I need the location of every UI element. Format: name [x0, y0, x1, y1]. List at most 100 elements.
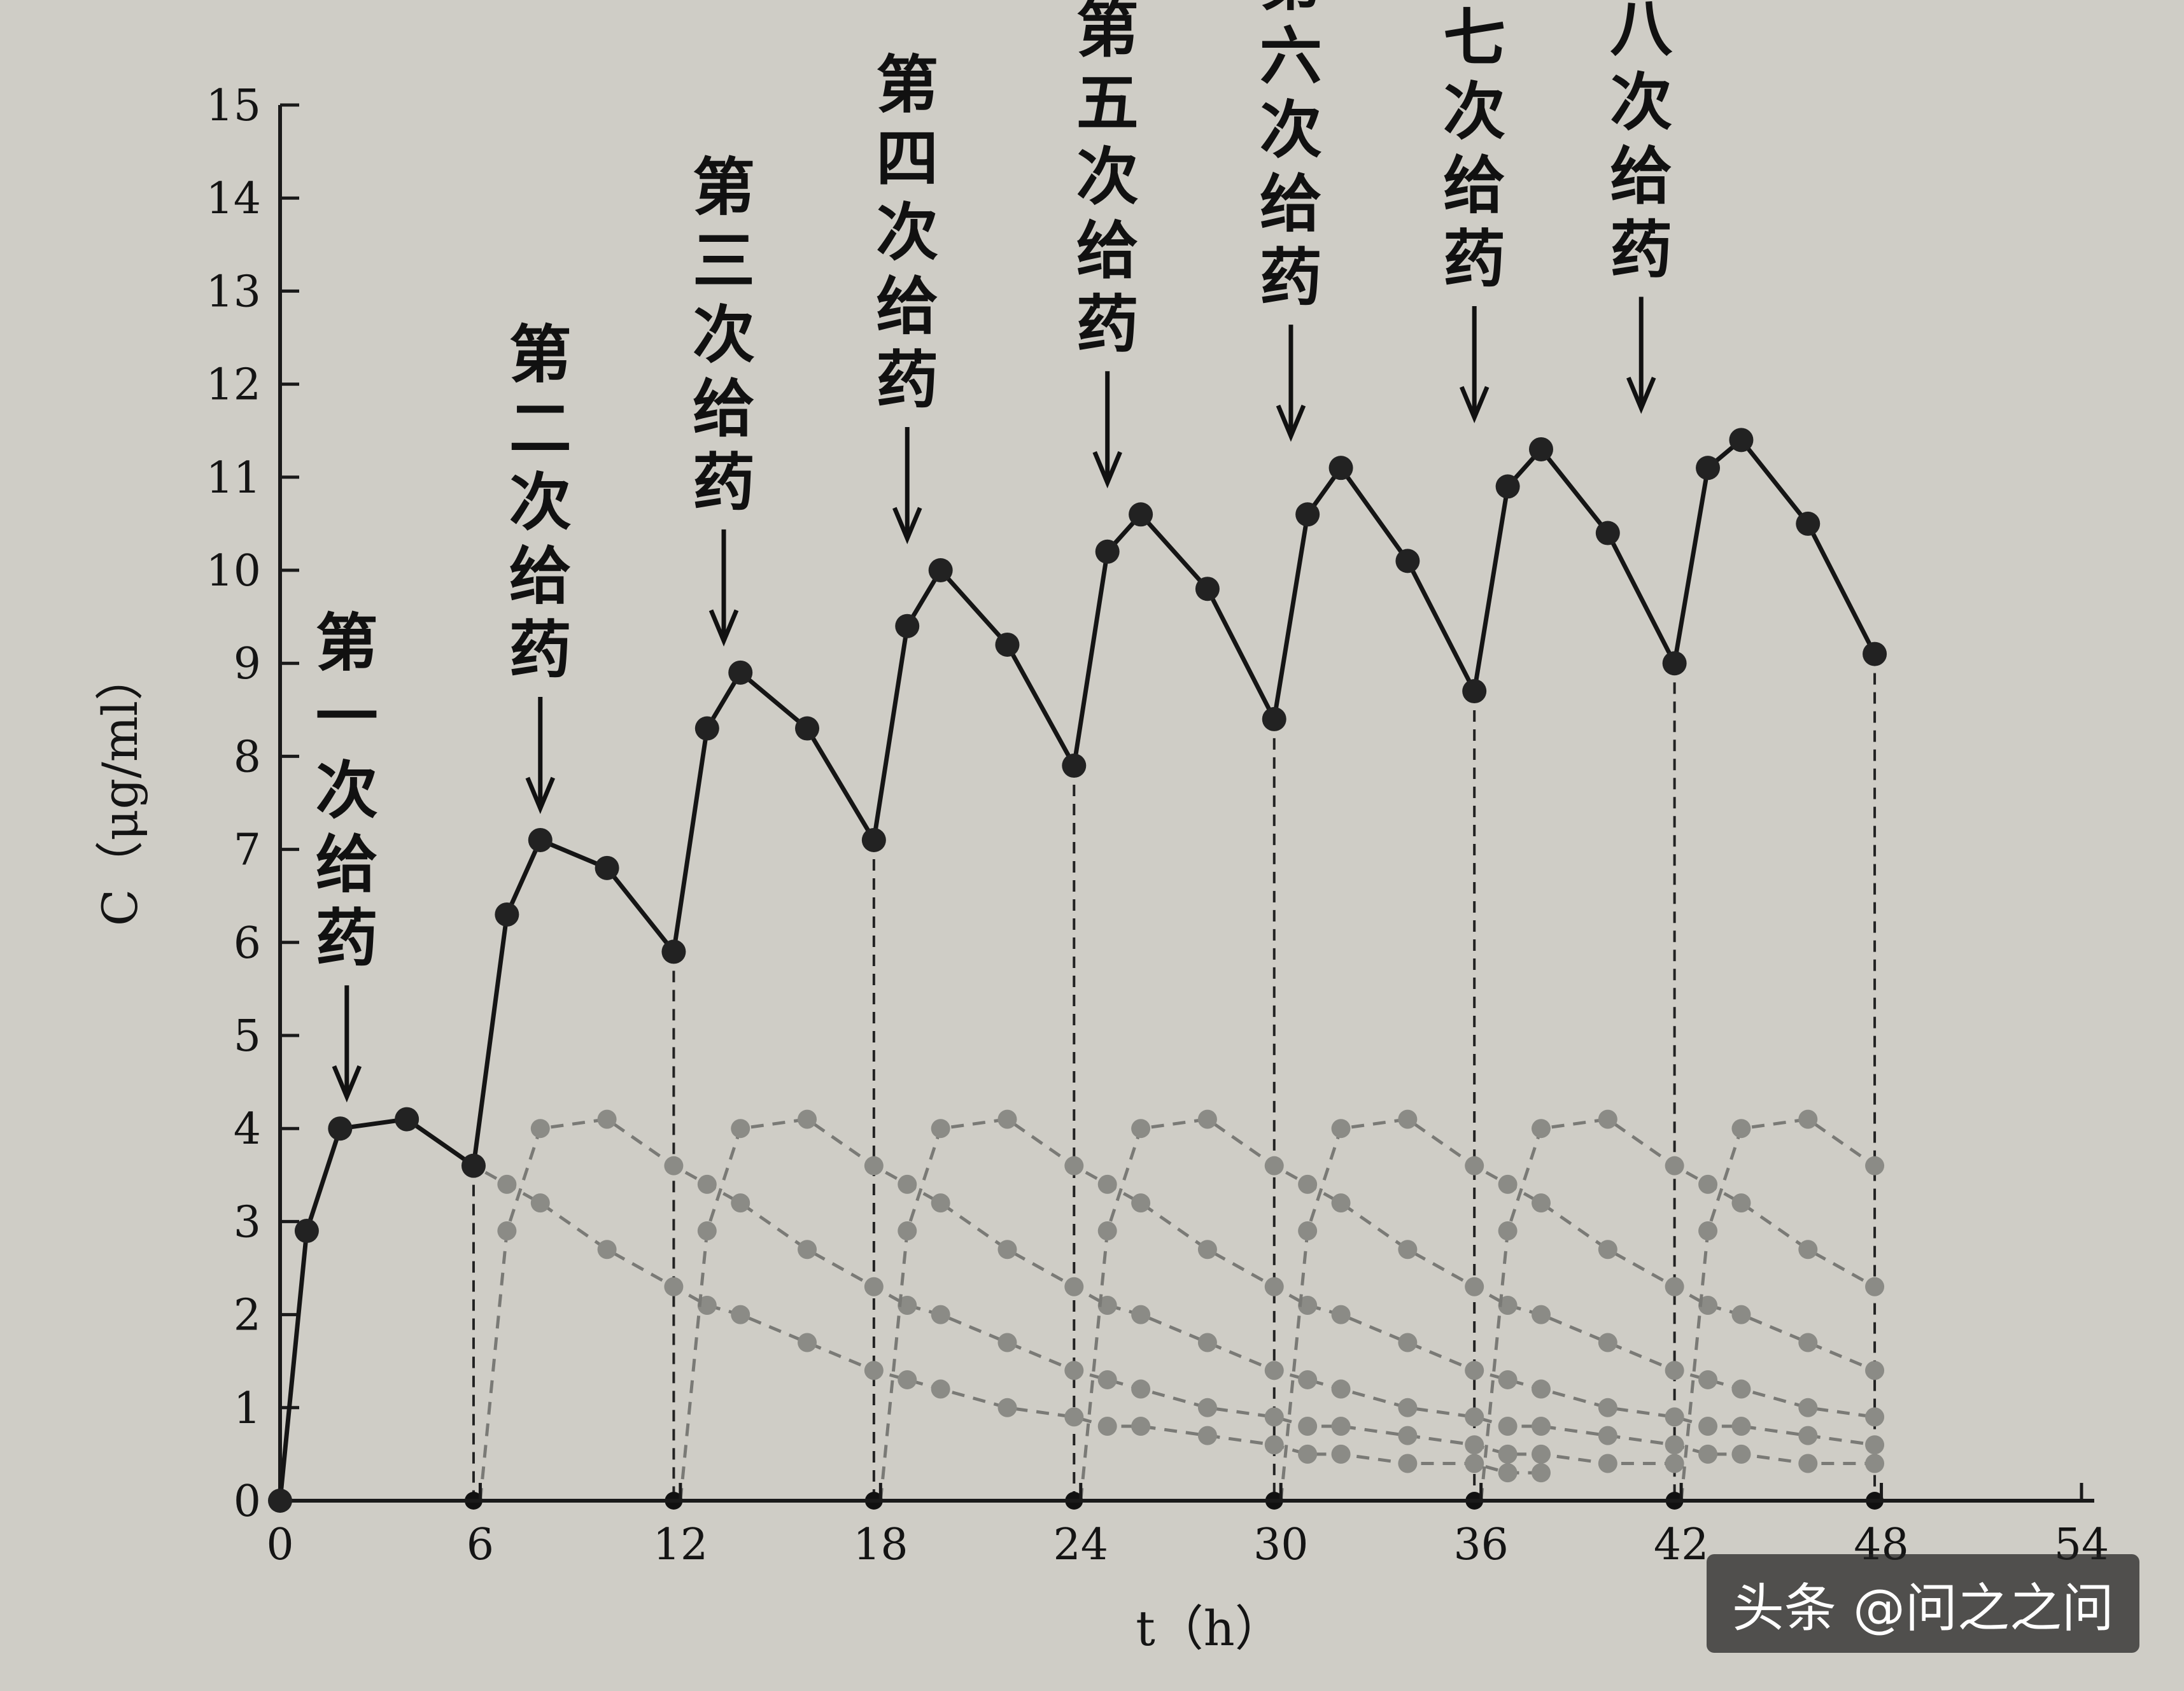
- single-dose-point: [1665, 1277, 1684, 1296]
- single-dose-point: [864, 1277, 884, 1296]
- y-tick-label: 1: [234, 1384, 261, 1434]
- single-dose-curve: [1279, 1117, 1876, 1501]
- annotation-char: 给: [1260, 168, 1322, 241]
- annotation-char: 药: [316, 902, 378, 975]
- single-dose-point: [1665, 1435, 1684, 1455]
- single-dose-point: [1698, 1174, 1718, 1194]
- accumulation-point: [995, 632, 1020, 657]
- y-tick-label: 3: [234, 1197, 261, 1247]
- annotation-arrow-head: [1276, 404, 1306, 442]
- single-dose-point: [1498, 1174, 1518, 1194]
- accumulation-point: [1595, 521, 1620, 545]
- annotation-char: 给: [316, 829, 378, 901]
- single-dose-point: [898, 1370, 917, 1389]
- single-dose-point: [1131, 1193, 1151, 1213]
- single-dose-point: [1498, 1417, 1518, 1436]
- single-dose-curves-layer: [278, 1109, 1885, 1501]
- single-dose-point: [1131, 1119, 1151, 1139]
- annotation-arrow-head: [1626, 376, 1656, 414]
- single-dose-point: [1264, 1361, 1284, 1380]
- single-dose-point: [864, 1156, 884, 1175]
- single-dose-point: [1798, 1398, 1818, 1417]
- single-dose-point: [1698, 1295, 1718, 1315]
- annotation-char: 一: [316, 681, 378, 754]
- single-dose-point: [1331, 1193, 1351, 1213]
- accumulation-point: [1328, 456, 1353, 481]
- x-axis-title: t（h）: [1136, 1600, 1283, 1657]
- accumulation-point: [895, 614, 920, 638]
- annotation-char: 次: [876, 197, 938, 269]
- annotation-char: 药: [693, 447, 755, 519]
- y-tick-label: 6: [234, 918, 261, 969]
- single-dose-point: [931, 1379, 950, 1399]
- annotation-arrow-head: [708, 609, 739, 647]
- annotation-char: 给: [509, 540, 572, 613]
- y-tick-label: 0: [234, 1477, 261, 1527]
- y-tick-label: 2: [234, 1291, 261, 1341]
- annotation-char: 六: [1260, 20, 1322, 93]
- accumulation-point: [328, 1116, 353, 1141]
- annotation-char: 第: [1443, 0, 1505, 1]
- annotation-char: 次: [693, 299, 755, 372]
- annotation-char: 八: [1610, 0, 1673, 65]
- single-dose-point: [1798, 1333, 1818, 1352]
- annotation-char: 次: [1076, 141, 1139, 213]
- single-dose-point: [1264, 1156, 1284, 1175]
- single-dose-point: [1398, 1333, 1418, 1352]
- single-dose-point: [1798, 1109, 1818, 1129]
- annotation-arrow-head: [332, 1065, 362, 1103]
- single-dose-point: [697, 1221, 717, 1241]
- single-dose-point: [1097, 1417, 1117, 1436]
- single-dose-point: [997, 1240, 1017, 1259]
- accumulation-point: [795, 716, 820, 741]
- annotation-char: 次: [1260, 94, 1322, 167]
- single-dose-point: [1865, 1156, 1885, 1175]
- accumulation-point: [1696, 456, 1721, 481]
- accumulation-point: [461, 1153, 486, 1178]
- annotation-char: 次: [316, 755, 378, 827]
- single-dose-point: [1532, 1305, 1551, 1324]
- annotation-char: 第: [1260, 0, 1322, 19]
- single-dose-point: [1665, 1407, 1684, 1427]
- y-tick-label: 13: [206, 267, 261, 317]
- single-dose-point: [1698, 1221, 1718, 1241]
- single-dose-point: [1731, 1193, 1751, 1213]
- accumulation-point: [1495, 474, 1520, 499]
- single-dose-point: [1498, 1295, 1518, 1315]
- single-dose-point: [931, 1119, 950, 1139]
- annotation-char: 药: [876, 344, 938, 417]
- accumulation-point: [268, 1489, 292, 1513]
- single-dose-point: [898, 1174, 917, 1194]
- x-tick-label: 18: [853, 1520, 908, 1570]
- single-dose-point: [1865, 1277, 1885, 1296]
- single-dose-point: [798, 1109, 817, 1129]
- accumulation-point: [694, 716, 719, 741]
- annotation-char: 给: [1610, 140, 1672, 213]
- single-dose-point: [1398, 1398, 1418, 1417]
- annotation-arrow-head: [1459, 386, 1490, 424]
- single-dose-point: [731, 1119, 750, 1139]
- single-dose-point: [1264, 1407, 1284, 1427]
- single-dose-point: [1532, 1379, 1551, 1399]
- single-dose-point: [1731, 1417, 1751, 1436]
- y-tick-label: 11: [206, 453, 261, 503]
- single-dose-point: [1064, 1277, 1084, 1296]
- annotation-char: 次: [1610, 66, 1672, 139]
- single-dose-point: [1398, 1454, 1418, 1473]
- single-dose-point: [1331, 1379, 1351, 1399]
- single-dose-point: [1598, 1398, 1617, 1417]
- accumulation-point: [1529, 437, 1553, 461]
- single-dose-point: [1064, 1407, 1084, 1427]
- single-dose-point: [1698, 1417, 1718, 1436]
- annotation-char: 次: [1443, 76, 1505, 148]
- single-dose-point: [1731, 1305, 1751, 1324]
- single-dose-point: [1665, 1156, 1684, 1175]
- annotation-char: 第: [1076, 0, 1139, 66]
- single-dose-point: [1532, 1119, 1551, 1139]
- accumulation-point: [728, 660, 753, 685]
- accumulation-point: [528, 827, 553, 852]
- single-dose-point: [1698, 1370, 1718, 1389]
- single-dose-point: [1498, 1221, 1518, 1241]
